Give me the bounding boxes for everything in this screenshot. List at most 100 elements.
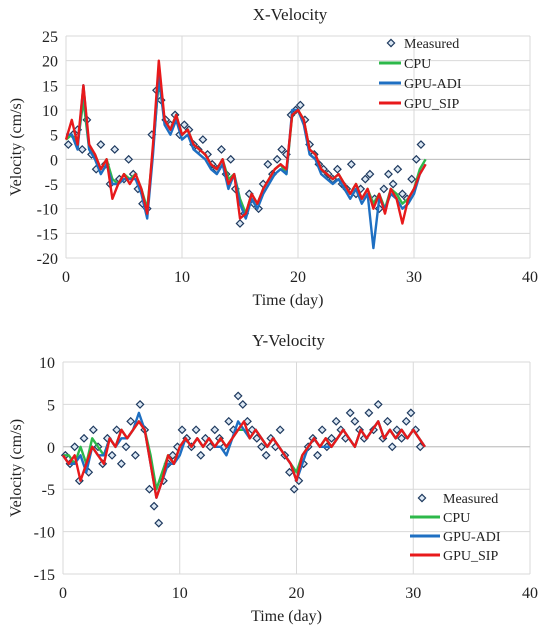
y-tick-label: 25: [42, 29, 58, 46]
series-measured: [60, 391, 425, 528]
y-tick-label: -15: [37, 226, 58, 243]
legend-label-cpu: CPU: [404, 57, 431, 72]
y-tick-label: 0: [47, 440, 55, 457]
data-point-measured: [416, 140, 426, 149]
legend: Measured CPU GPU-ADI GPU_SIP: [410, 492, 501, 564]
data-point-measured: [226, 154, 236, 164]
data-point-measured: [388, 179, 398, 189]
data-point-measured: [116, 459, 126, 469]
x-axis-label: Time (day): [253, 292, 324, 309]
data-point-measured: [88, 425, 98, 435]
data-point-measured: [275, 425, 285, 435]
x-tick-label: 30: [405, 585, 421, 602]
data-point-measured: [198, 135, 208, 145]
data-point-measured: [285, 467, 294, 477]
y-tick-label: 5: [47, 397, 55, 414]
data-point-measured: [289, 484, 299, 494]
legend-label-cpu: CPU: [443, 511, 470, 526]
data-point-measured: [179, 120, 189, 130]
data-point-measured: [257, 442, 266, 452]
series-line-gpu-sip: [64, 59, 427, 225]
data-point-measured: [272, 154, 282, 164]
data-point-measured: [168, 450, 178, 460]
data-point-measured: [126, 416, 136, 426]
legend-label-gpu-sip: GPU_SIP: [443, 549, 498, 564]
data-point-measured: [350, 416, 360, 426]
data-point-measured: [261, 450, 271, 460]
data-point-measured: [393, 164, 403, 174]
data-point-measured: [216, 145, 226, 154]
legend-label-gpu-adi: GPU-ADI: [443, 530, 501, 545]
data-point-measured: [346, 159, 356, 169]
data-point-measured: [277, 145, 287, 154]
data-point-measured: [379, 184, 389, 194]
chart-1: -20 -15 -10 -5 0 5 10 15 20 25 0 10 20 30 40 X-Velocity…: [8, 5, 538, 309]
y-tick-label: -5: [42, 482, 55, 499]
data-point-measured: [384, 169, 393, 179]
data-point-measured: [252, 433, 262, 443]
data-point-measured: [243, 416, 252, 426]
y-tick-label: 10: [39, 355, 55, 372]
data-point-measured: [235, 219, 245, 228]
data-point-measured: [406, 408, 416, 418]
y-tick-label: 20: [42, 54, 58, 71]
data-point-measured: [373, 399, 383, 409]
y-tick-label: -10: [37, 202, 58, 219]
data-point-measured: [210, 425, 220, 435]
data-point-measured: [154, 518, 164, 528]
legend-label-gpu-sip: GPU_SIP: [404, 97, 459, 112]
data-point-measured: [112, 425, 122, 435]
y-tick-label: -10: [34, 525, 55, 542]
data-point-measured: [383, 416, 393, 426]
data-point-measured: [360, 174, 370, 184]
data-point-measured: [110, 145, 120, 154]
x-tick-label: 40: [522, 585, 538, 602]
legend-marker-measured: [417, 493, 427, 503]
data-point-measured: [96, 140, 106, 149]
chart-title: Y-Velocity: [252, 331, 325, 350]
data-point-measured: [224, 416, 234, 426]
data-point-measured: [331, 416, 341, 426]
y-tick-label: 15: [42, 78, 58, 95]
series-measured: [63, 85, 426, 228]
legend-marker-measured: [386, 38, 396, 48]
legend-label-gpu-adi: GPU-ADI: [404, 77, 462, 92]
data-point-measured: [387, 442, 397, 452]
x-axis-label: Time (day): [251, 608, 322, 625]
data-point-measured: [317, 425, 327, 435]
data-point-measured: [411, 154, 421, 164]
data-point-measured: [295, 100, 305, 110]
x-tick-label: 20: [289, 585, 305, 602]
data-point-measured: [79, 433, 89, 443]
data-point-measured: [233, 391, 243, 401]
data-point-measured: [196, 450, 206, 460]
data-point-measured: [124, 154, 134, 164]
data-point-measured: [63, 140, 73, 149]
y-tick-label: -15: [34, 567, 55, 584]
x-tick-label: 20: [290, 269, 306, 286]
data-point-measured: [401, 416, 411, 426]
x-tick-label: 0: [59, 585, 67, 602]
x-tick-label: 10: [172, 585, 188, 602]
data-point-measured: [313, 450, 322, 460]
data-point-measured: [327, 433, 336, 443]
data-point-measured: [70, 442, 80, 452]
chart-2: -15 -10 -5 0 5 10 0 10 20 30 40 Y-Velocity Time (day…: [8, 331, 538, 625]
data-point-measured: [332, 164, 342, 174]
y-tick-label: -20: [37, 251, 58, 268]
legend: Measured CPU GPU-ADI GPU_SIP: [379, 37, 462, 112]
x-tick-label: 40: [522, 269, 538, 286]
data-point-measured: [191, 425, 201, 435]
y-axis-label: Velocity (cm/s): [8, 98, 25, 196]
data-point-measured: [121, 442, 131, 452]
data-point-measured: [135, 399, 145, 409]
legend-label-measured: Measured: [404, 37, 459, 52]
data-point-measured: [397, 433, 407, 443]
data-point-measured: [263, 159, 273, 169]
y-tick-label: -5: [45, 177, 58, 194]
y-tick-label: 0: [50, 152, 58, 169]
data-point-measured: [144, 484, 154, 494]
x-tick-label: 0: [62, 269, 70, 286]
series-line-gpu-adi: [66, 74, 427, 250]
data-point-measured: [397, 189, 407, 199]
